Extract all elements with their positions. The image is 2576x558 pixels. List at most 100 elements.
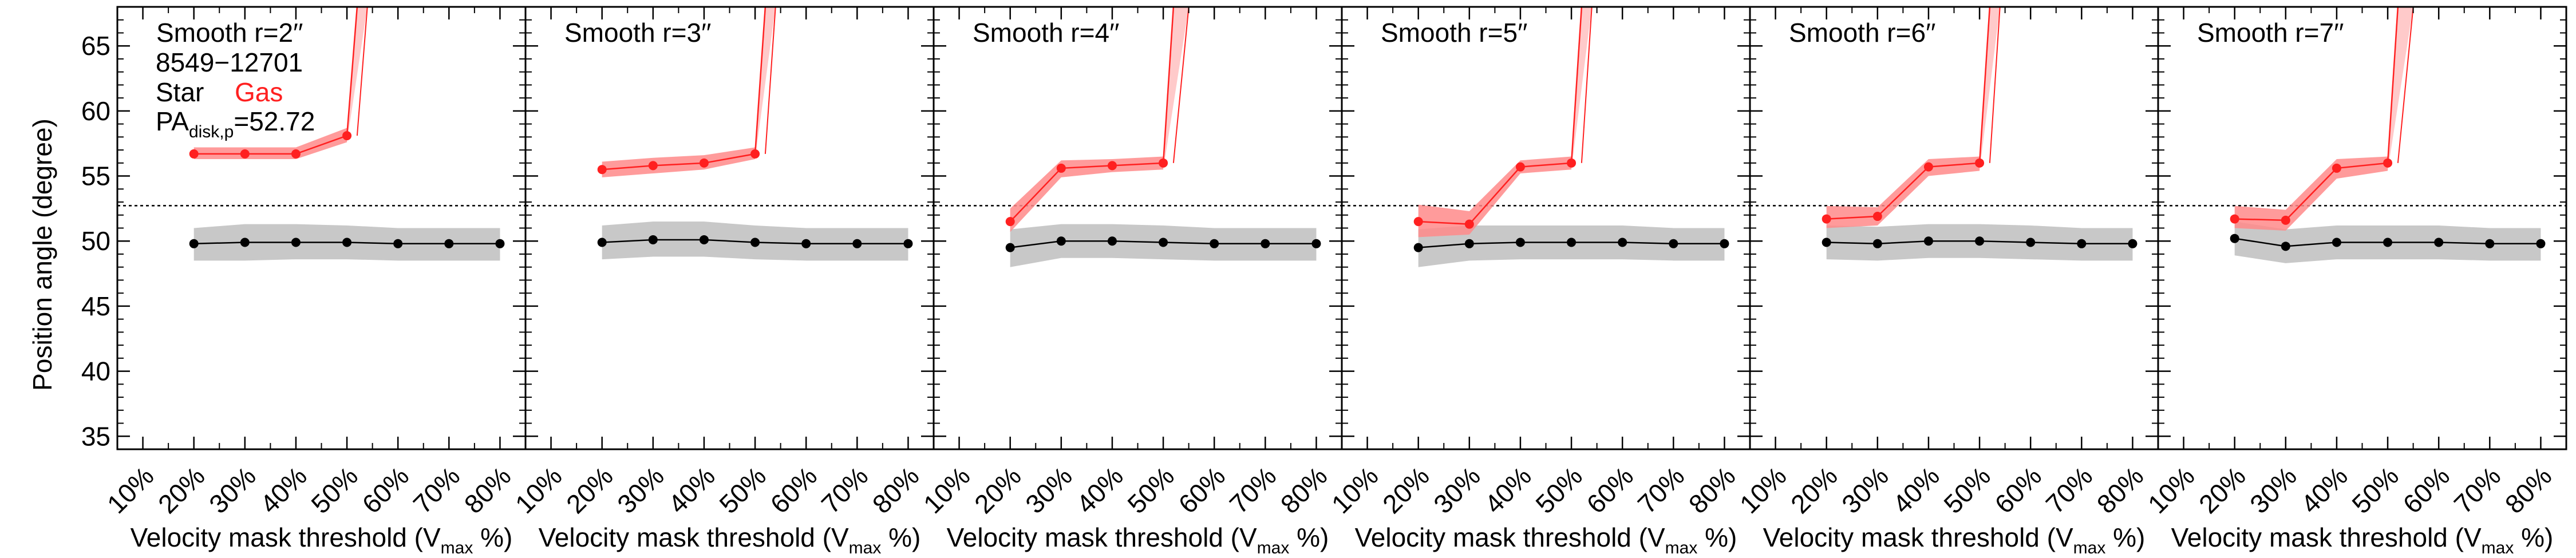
star-data-point [2485,239,2495,248]
x-tick-label: 10% [509,461,568,519]
y-tick-label: 60 [81,96,110,126]
x-axis-label-sub: max [2482,539,2514,557]
gas-line-extension [1570,7,1583,163]
star-data-point [2332,238,2341,247]
pa-disk-label-value: =52.72 [234,106,315,136]
panel-title: Smooth r=6′′ [1789,18,1935,48]
x-axis-label: Velocity mask threshold (Vmax %) [947,523,1329,557]
x-tick-label: 30% [203,461,262,519]
star-data-point [2026,238,2036,247]
x-tick-label: 70% [816,461,874,519]
legend-gas-label: Gas [235,77,283,107]
gas-uncertainty-band [1418,156,1572,238]
x-tick-label: 80% [1683,461,1741,519]
x-tick-label: 60% [1989,461,2047,519]
x-axis-label-main: Velocity mask threshold (V [539,523,849,552]
gas-data-point [1005,217,1015,227]
x-tick-label: 40% [1479,461,1537,519]
x-tick-label: 80% [1275,461,1333,519]
star-data-point [1464,239,1474,248]
x-tick-label: 40% [1070,461,1129,519]
x-axis-label-main: Velocity mask threshold (V [1355,523,1665,552]
star-data-point [1311,239,1321,248]
star-data-point [1872,239,1882,248]
gas-data-point [1567,158,1577,168]
gas-data-point [1872,212,1882,221]
x-tick-label: 10% [101,461,160,519]
legend: 8549−12701 Star Gas PAdisk,p=52.72 [156,48,315,141]
star-data-point [852,239,862,248]
x-axis-label-end: %) [2105,523,2145,552]
x-tick-label: 30% [2244,461,2302,519]
gas-line-extension [1978,7,1991,163]
gas-data-point [2281,215,2290,225]
x-axis-label-sub: max [2073,539,2106,557]
gas-line-extension [2387,7,2399,163]
gas-series-line [602,153,756,171]
panel-title: Smooth r=2′′ [156,18,303,48]
gas-data-point [1107,161,1117,171]
gas-band-extension [347,7,368,143]
gas-data-point [648,161,658,171]
x-axis-label-end: %) [1697,523,1737,552]
gas-band-extension [755,7,776,160]
star-data-point [342,238,352,247]
star-data-point [1005,243,1015,252]
gas-band-extension [1571,7,1592,170]
star-data-point [1413,243,1423,252]
x-tick-label: 70% [2040,461,2099,519]
galaxy-id-label: 8549−12701 [156,48,303,77]
x-tick-label: 80% [2499,461,2558,519]
gas-data-point [750,149,760,159]
star-data-point [597,238,607,247]
star-data-point [1923,236,1933,246]
plot-area [117,7,526,261]
panel-3: 10%20%30%40%50%60%70%80% Smooth r=4′′ Velo… [918,6,1343,557]
gas-data-point [240,149,250,159]
x-axis-label: Velocity mask threshold (Vmax %) [131,523,513,557]
star-data-point [1669,239,1678,248]
panel-title: Smooth r=4′′ [973,18,1119,48]
panel-2: 10%20%30%40%50%60%70%80% Smooth r=3′′ Velo… [509,6,935,557]
gas-uncertainty-band [193,128,347,160]
x-tick-label: 50% [2346,461,2404,519]
star-data-point [1975,236,1985,246]
gas-data-point [1159,158,1168,168]
gas-band-extension [2388,7,2413,171]
panel-1: 10%20%30%40%50%60%70%80% 35 40 45 50 55 60 65 Sm… [81,6,527,557]
x-tick-label: 20% [560,461,619,519]
gas-band-edge-line [764,7,776,154]
gas-data-point [1822,214,1831,224]
star-data-point [1822,238,1831,247]
star-data-point [1056,236,1066,246]
x-tick-label: 50% [713,461,772,519]
x-tick-label: 50% [1938,461,1996,519]
x-tick-label: 20% [152,461,211,519]
gas-data-point [1413,217,1423,227]
y-tick-label: 50 [81,226,110,256]
y-tick-label: 35 [81,421,110,451]
gas-line-extension [346,7,358,136]
x-tick-label: 80% [2091,461,2150,519]
star-data-point [444,239,454,248]
star-data-point [2077,239,2087,248]
x-tick-label: 80% [459,461,517,519]
star-data-point [2128,239,2138,248]
x-tick-label: 40% [2295,461,2353,519]
x-tick-label: 30% [1428,461,1486,519]
x-tick-label: 70% [1632,461,1690,519]
star-data-point [1720,239,1729,248]
x-tick-label: 20% [2193,461,2251,519]
plot-area [1342,7,1750,267]
star-data-point [648,235,658,244]
x-tick-label: 10% [2142,461,2200,519]
x-axis-label-end: %) [881,523,920,552]
star-data-point [2230,234,2239,243]
x-axis-label-sub: max [849,539,882,557]
star-data-point [903,239,913,248]
star-data-point [1159,238,1168,247]
gas-series-line [1009,162,1164,222]
x-tick-label: 80% [867,461,925,519]
